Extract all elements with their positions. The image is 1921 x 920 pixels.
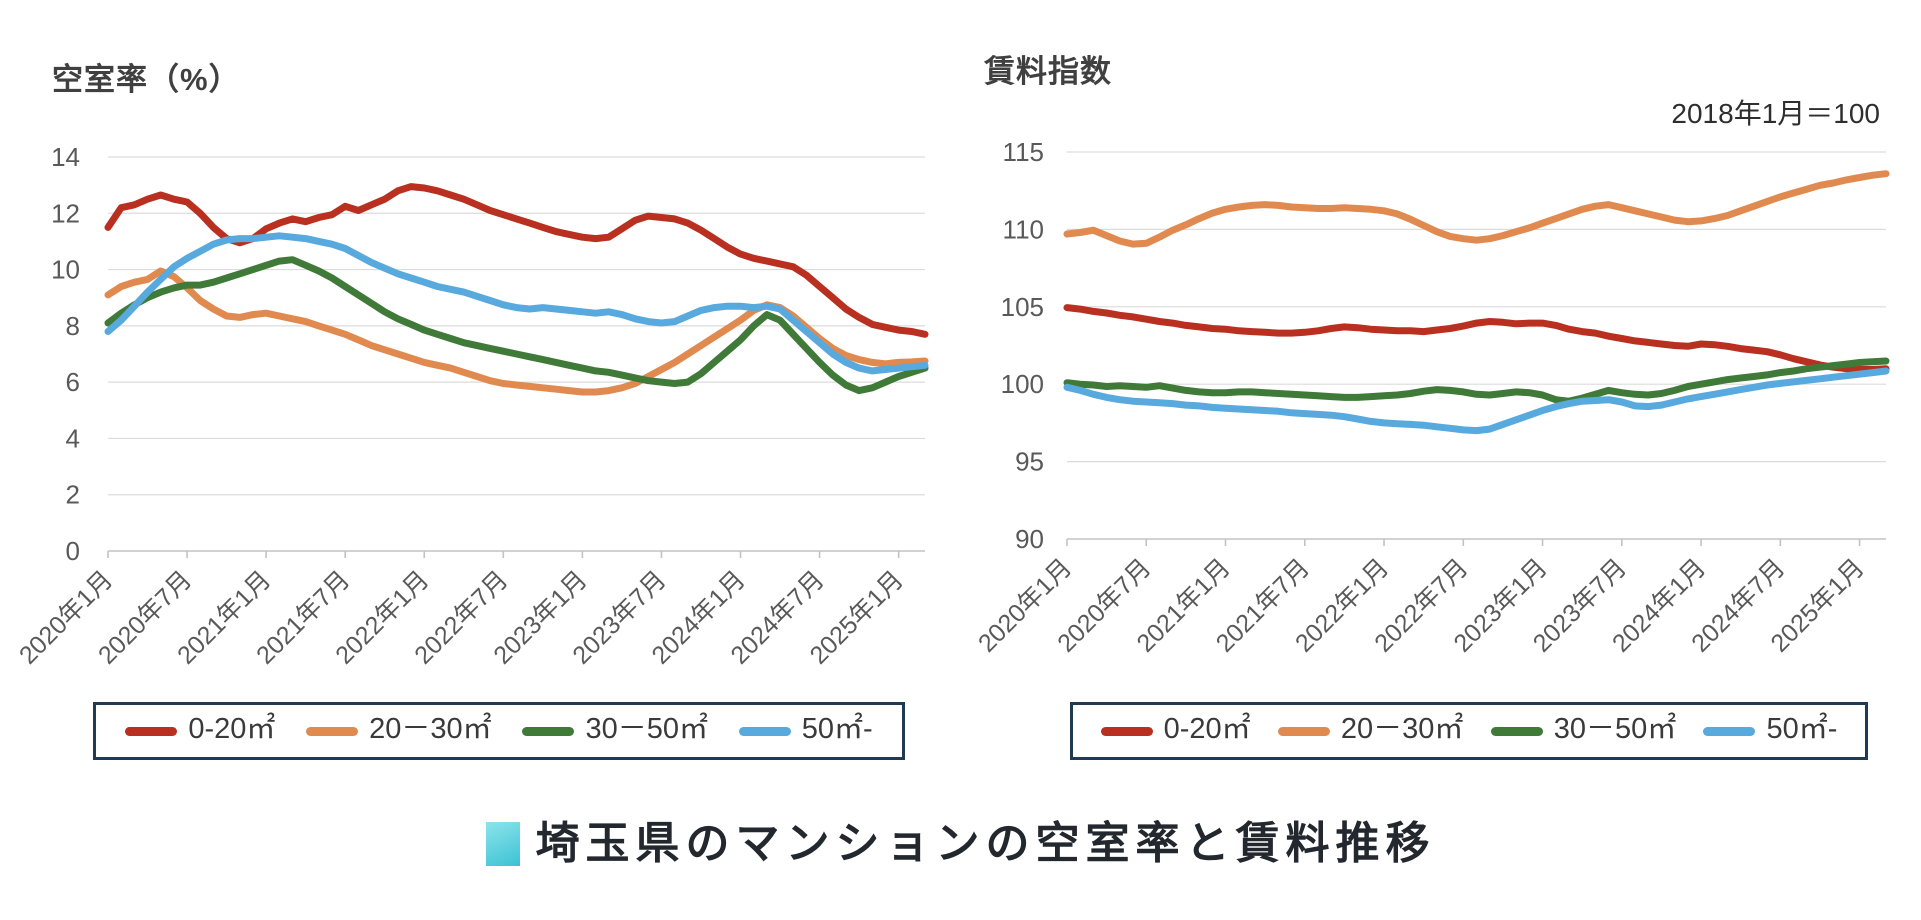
- y-axis-tick-label: 110: [1003, 214, 1044, 244]
- legend-item-0-20: 0-20㎡: [1100, 713, 1251, 747]
- figure-caption-text: 埼玉県のマンションの空室率と賃料推移: [535, 819, 1436, 868]
- legend-label-30-50: 30－50㎡: [585, 713, 708, 745]
- legend-swatch-50: [738, 726, 791, 736]
- y-axis-tick-label: 0: [66, 536, 80, 566]
- y-axis-tick-label: 90: [1015, 524, 1044, 554]
- legend-label-50: 50㎡-: [1766, 713, 1838, 745]
- legend-item-50: 50㎡-: [1703, 715, 1837, 747]
- y-axis-tick-label: 14: [51, 142, 80, 172]
- legend-item-30-50: 30－50㎡: [522, 715, 708, 747]
- legend-label-30-50: 30－50㎡: [1553, 713, 1677, 745]
- legend-swatch-0-20: [1100, 726, 1153, 736]
- legend-label-50: 50㎡-: [801, 713, 873, 745]
- y-axis-tick-label: 4: [66, 423, 80, 453]
- series-line-50㎡-: [1063, 367, 1890, 435]
- rent-chart-title: 賃料指数: [984, 54, 1112, 89]
- figure-caption: 埼玉県のマンションの空室率と賃料推移: [0, 818, 1921, 871]
- rent-index-base-note: 2018年1月＝100: [1671, 98, 1880, 129]
- y-axis-tick-label: 95: [1015, 447, 1044, 477]
- legend-label-20-30: 20－30㎡: [1340, 713, 1464, 745]
- rent-chart-legend: 0-20㎡ 20－30㎡ 30－50㎡ 50㎡-: [1070, 702, 1868, 760]
- caption-accent-square: [485, 822, 520, 867]
- legend-item-20-30: 20－30㎡: [306, 715, 492, 747]
- y-axis-tick-label: 2: [66, 480, 80, 510]
- series-line-30－50㎡: [1063, 357, 1890, 405]
- legend-label-0-20: 0-20㎡: [1163, 713, 1251, 745]
- legend-swatch-50: [1703, 726, 1756, 736]
- rent-index-chart: 90951001051101152020年1月2020年7月2021年1月202…: [973, 137, 1890, 658]
- vacancy-chart-title: 空室率（%）: [52, 62, 241, 97]
- legend-item-50: 50㎡-: [738, 713, 873, 747]
- legend-swatch-20-30: [1277, 726, 1330, 736]
- legend-swatch-20-30: [306, 726, 359, 736]
- legend-swatch-0-20: [125, 726, 178, 736]
- y-axis-tick-label: 6: [66, 367, 80, 397]
- y-axis-tick-label: 105: [1001, 292, 1044, 322]
- y-axis-tick-label: 100: [1001, 369, 1044, 399]
- legend-label-20-30: 20－30㎡: [369, 713, 492, 745]
- legend-item-0-20: 0-20㎡: [125, 715, 275, 747]
- vacancy-chart-legend: 0-20㎡ 20－30㎡ 30－50㎡ 50㎡-: [93, 702, 905, 760]
- y-axis-tick-label: 8: [66, 311, 80, 341]
- y-axis-tick-label: 10: [51, 255, 80, 285]
- y-axis-tick-label: 12: [51, 198, 80, 228]
- series-line-20－30㎡: [1063, 170, 1890, 248]
- legend-item-30-50: 30－50㎡: [1490, 713, 1677, 747]
- legend-label-0-20: 0-20㎡: [188, 713, 276, 745]
- vacancy-chart: 024681012142020年1月2020年7月2021年1月2021年7月2…: [14, 142, 929, 670]
- legend-item-20-30: 20－30㎡: [1277, 713, 1464, 747]
- y-axis-tick-label: 115: [1003, 137, 1044, 167]
- legend-swatch-30-50: [522, 726, 575, 736]
- series-line-30－50㎡: [104, 256, 929, 395]
- series-line-0-20㎡: [1063, 304, 1890, 373]
- legend-swatch-30-50: [1490, 726, 1543, 736]
- series-line-50㎡-: [104, 232, 929, 375]
